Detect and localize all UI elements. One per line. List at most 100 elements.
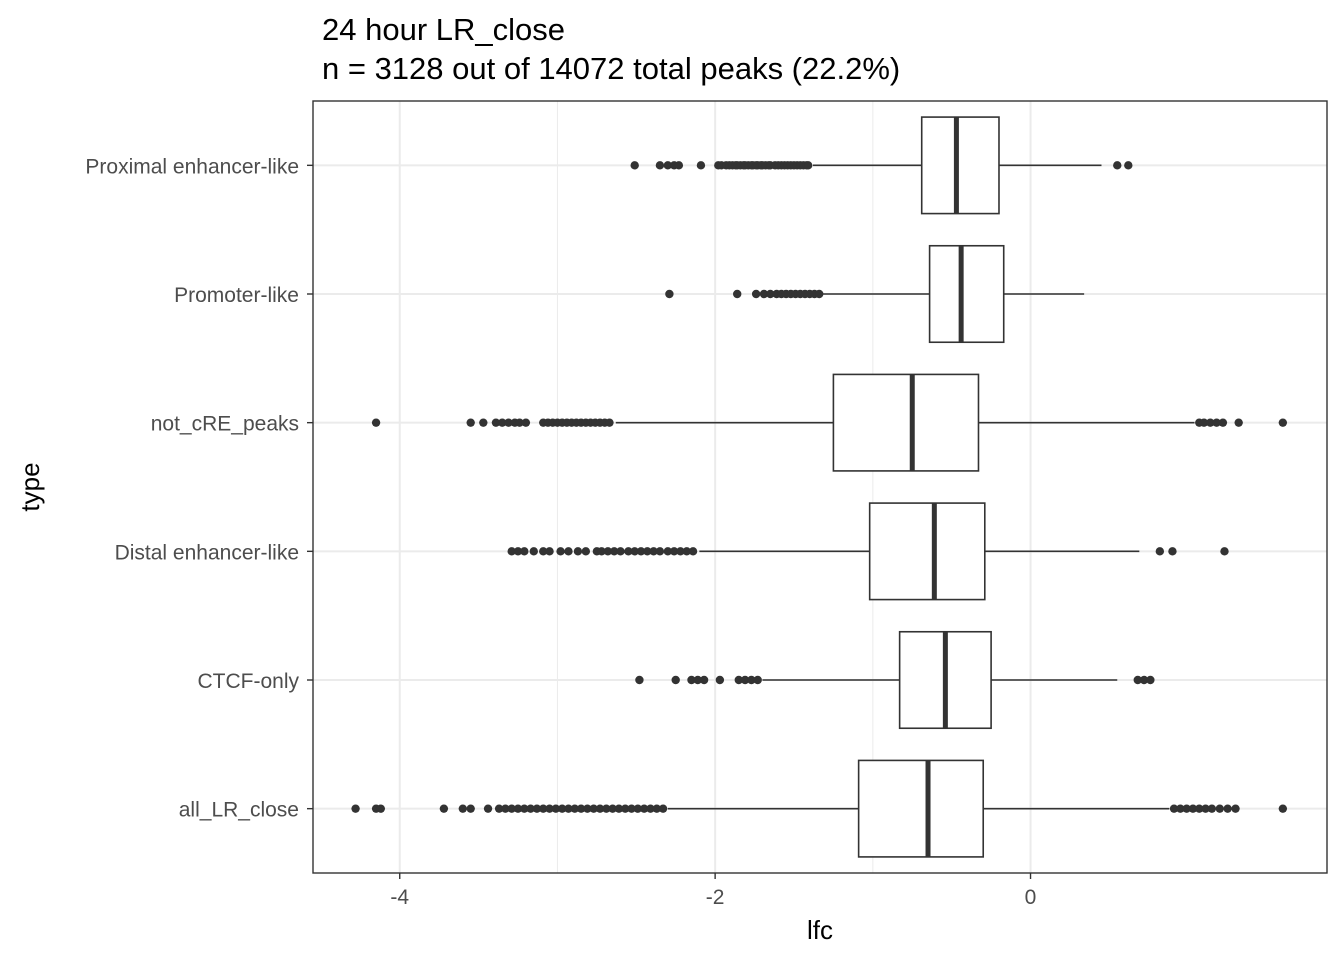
outlier-point	[376, 804, 386, 813]
outlier-point	[663, 547, 673, 556]
outlier-point	[439, 804, 449, 813]
outlier-point	[646, 804, 655, 813]
outlier-point	[573, 547, 583, 556]
box-not-cre-peaks	[371, 373, 1288, 472]
outlier-point	[526, 804, 535, 813]
outlier-point	[624, 547, 633, 556]
box-all-lr-close	[351, 759, 1288, 858]
outlier-point	[513, 804, 523, 813]
outlier-point	[1223, 804, 1232, 813]
outlier-point	[674, 161, 684, 170]
outlier-point	[507, 547, 516, 556]
iqr-box	[857, 759, 985, 858]
outlier-point	[693, 675, 702, 685]
outlier-point	[498, 418, 507, 427]
outlier-point	[630, 547, 639, 556]
outlier-point	[696, 161, 706, 170]
y-tick-label: Proximal enhancer-like	[85, 155, 299, 178]
outlier-point	[466, 418, 475, 427]
outlier-point	[1195, 804, 1204, 813]
outlier-point	[1206, 418, 1215, 427]
outlier-point	[581, 547, 591, 556]
outlier-point	[520, 547, 529, 556]
outlier-point	[1220, 547, 1229, 556]
outlier-point	[1188, 804, 1198, 813]
outlier-point	[1231, 804, 1240, 813]
box-ctcf-only	[635, 630, 1155, 730]
outlier-point	[715, 675, 725, 685]
outlier-point	[643, 547, 652, 556]
outlier-point	[371, 418, 381, 427]
outlier-point	[1124, 161, 1133, 170]
x-axis-title: lfc	[807, 915, 833, 945]
outlier-point	[520, 804, 529, 813]
outlier-point	[655, 161, 665, 170]
outlier-point	[551, 804, 561, 813]
outlier-point	[466, 804, 475, 813]
outlier-point	[595, 804, 605, 813]
outlier-point	[636, 547, 646, 556]
outlier-point	[1212, 418, 1221, 427]
outlier-point	[1146, 675, 1155, 685]
chart-title: 24 hour LR_close	[322, 12, 565, 47]
outlier-point	[1155, 547, 1165, 556]
y-tick-label: Distal enhancer-like	[115, 541, 299, 564]
iqr-box	[920, 116, 1000, 215]
outlier-point	[753, 675, 762, 685]
outlier-point	[351, 804, 360, 813]
box-distal-enhancer-like	[507, 502, 1229, 601]
outlier-point	[733, 289, 742, 299]
outlier-point	[652, 804, 661, 813]
outlier-point	[501, 804, 510, 813]
outlier-point	[479, 418, 488, 427]
chart-subtitle: n = 3128 out of 14072 total peaks (22.2%…	[322, 51, 900, 86]
outlier-point	[734, 675, 743, 685]
axis-layer: Proximal enhancer-like Promoter-like not_c…	[85, 155, 1036, 909]
outlier-point	[1218, 418, 1228, 427]
outlier-point	[583, 804, 592, 813]
plot-panel-border	[312, 100, 1328, 874]
outlier-point	[564, 804, 573, 813]
outlier-point	[605, 418, 614, 427]
outlier-point	[545, 547, 554, 556]
box-promoter-like	[665, 244, 1085, 344]
outlier-point	[699, 675, 709, 685]
outlier-point	[483, 804, 493, 813]
outlier-point	[515, 418, 524, 427]
y-tick-label: not_cRE_peaks	[151, 413, 299, 436]
outlier-point	[556, 547, 565, 556]
outlier-point	[1199, 418, 1209, 427]
outlier-point	[532, 804, 542, 813]
outlier-point	[682, 547, 691, 556]
outlier-point	[633, 804, 643, 813]
outlier-point	[494, 804, 504, 813]
outlier-point	[1182, 804, 1191, 813]
x-tick-label: 0	[1025, 886, 1037, 909]
iqr-box	[868, 502, 986, 601]
outlier-point	[602, 804, 611, 813]
outlier-point	[1168, 547, 1177, 556]
outlier-point	[1133, 675, 1142, 685]
outlier-point	[529, 547, 538, 556]
outlier-point	[610, 547, 619, 556]
outlier-point	[539, 804, 548, 813]
y-tick-label: all_LR_close	[179, 799, 299, 822]
outlier-point	[504, 418, 513, 427]
outlier-point	[655, 547, 665, 556]
outlier-point	[665, 289, 674, 299]
outlier-point	[766, 289, 775, 299]
y-axis-title: type	[15, 462, 45, 511]
outlier-point	[557, 804, 567, 813]
outlier-point	[658, 804, 668, 813]
outlier-point	[1278, 418, 1288, 427]
y-tick-label: CTCF-only	[197, 670, 299, 693]
outlier-point	[663, 161, 673, 170]
outlier-point	[1201, 804, 1210, 813]
outlier-point	[1139, 675, 1149, 685]
outlier-point	[803, 161, 813, 170]
outlier-point	[1215, 804, 1224, 813]
plot-panel-background	[313, 101, 1327, 873]
outlier-point	[616, 547, 625, 556]
iqr-box	[832, 373, 980, 472]
outlier-point	[614, 804, 624, 813]
